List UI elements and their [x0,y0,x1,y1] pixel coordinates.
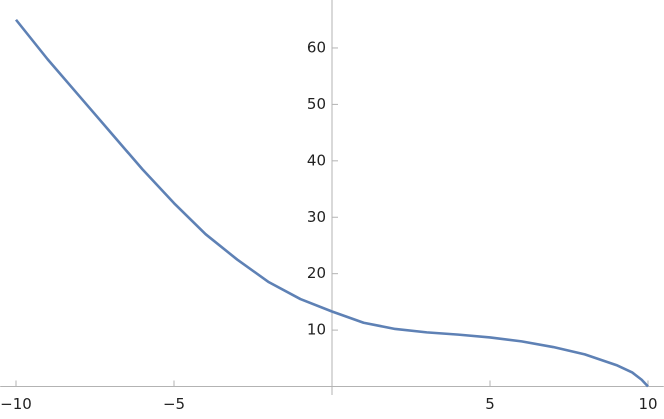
line-series [14,18,649,388]
x-tick-label: −5 [163,395,185,413]
y-tick-label: 40 [307,151,326,169]
y-tick-label: 50 [307,95,326,113]
y-tick-label: 20 [307,264,326,282]
y-tick-label: 10 [307,321,326,339]
y-tick-label: 60 [307,38,326,56]
y-tick-label: 30 [307,208,326,226]
x-tick-label: −10 [0,395,32,413]
x-tick-label: 5 [485,395,495,413]
x-tick-label: 10 [638,395,657,413]
